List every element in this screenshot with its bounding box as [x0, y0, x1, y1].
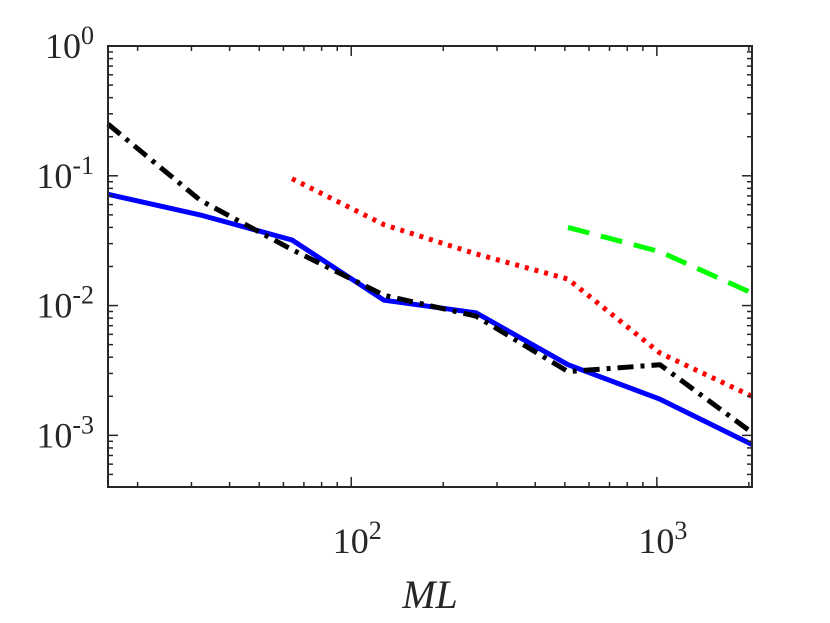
plot-lines: [106, 122, 754, 447]
x-tick-labels: 102 103: [333, 516, 688, 561]
axis-ticks: [108, 45, 752, 488]
y-tick-label: 10-1: [36, 151, 94, 196]
y-tick-label: 10-3: [36, 410, 94, 455]
plot-frame: [107, 45, 753, 488]
y-tick-label: 10-2: [36, 281, 94, 326]
series-line-dashdot-black: [106, 122, 754, 435]
x-tick-label: 103: [638, 516, 687, 561]
y-tick-label: 100: [45, 21, 94, 66]
series-line-solid-blue: [107, 191, 754, 447]
series-line-dashed-green: [567, 224, 754, 296]
x-axis-title: ML: [401, 572, 458, 617]
y-tick-labels: 100 10-1 10-2 10-3: [36, 21, 94, 455]
x-tick-label: 102: [333, 516, 382, 561]
